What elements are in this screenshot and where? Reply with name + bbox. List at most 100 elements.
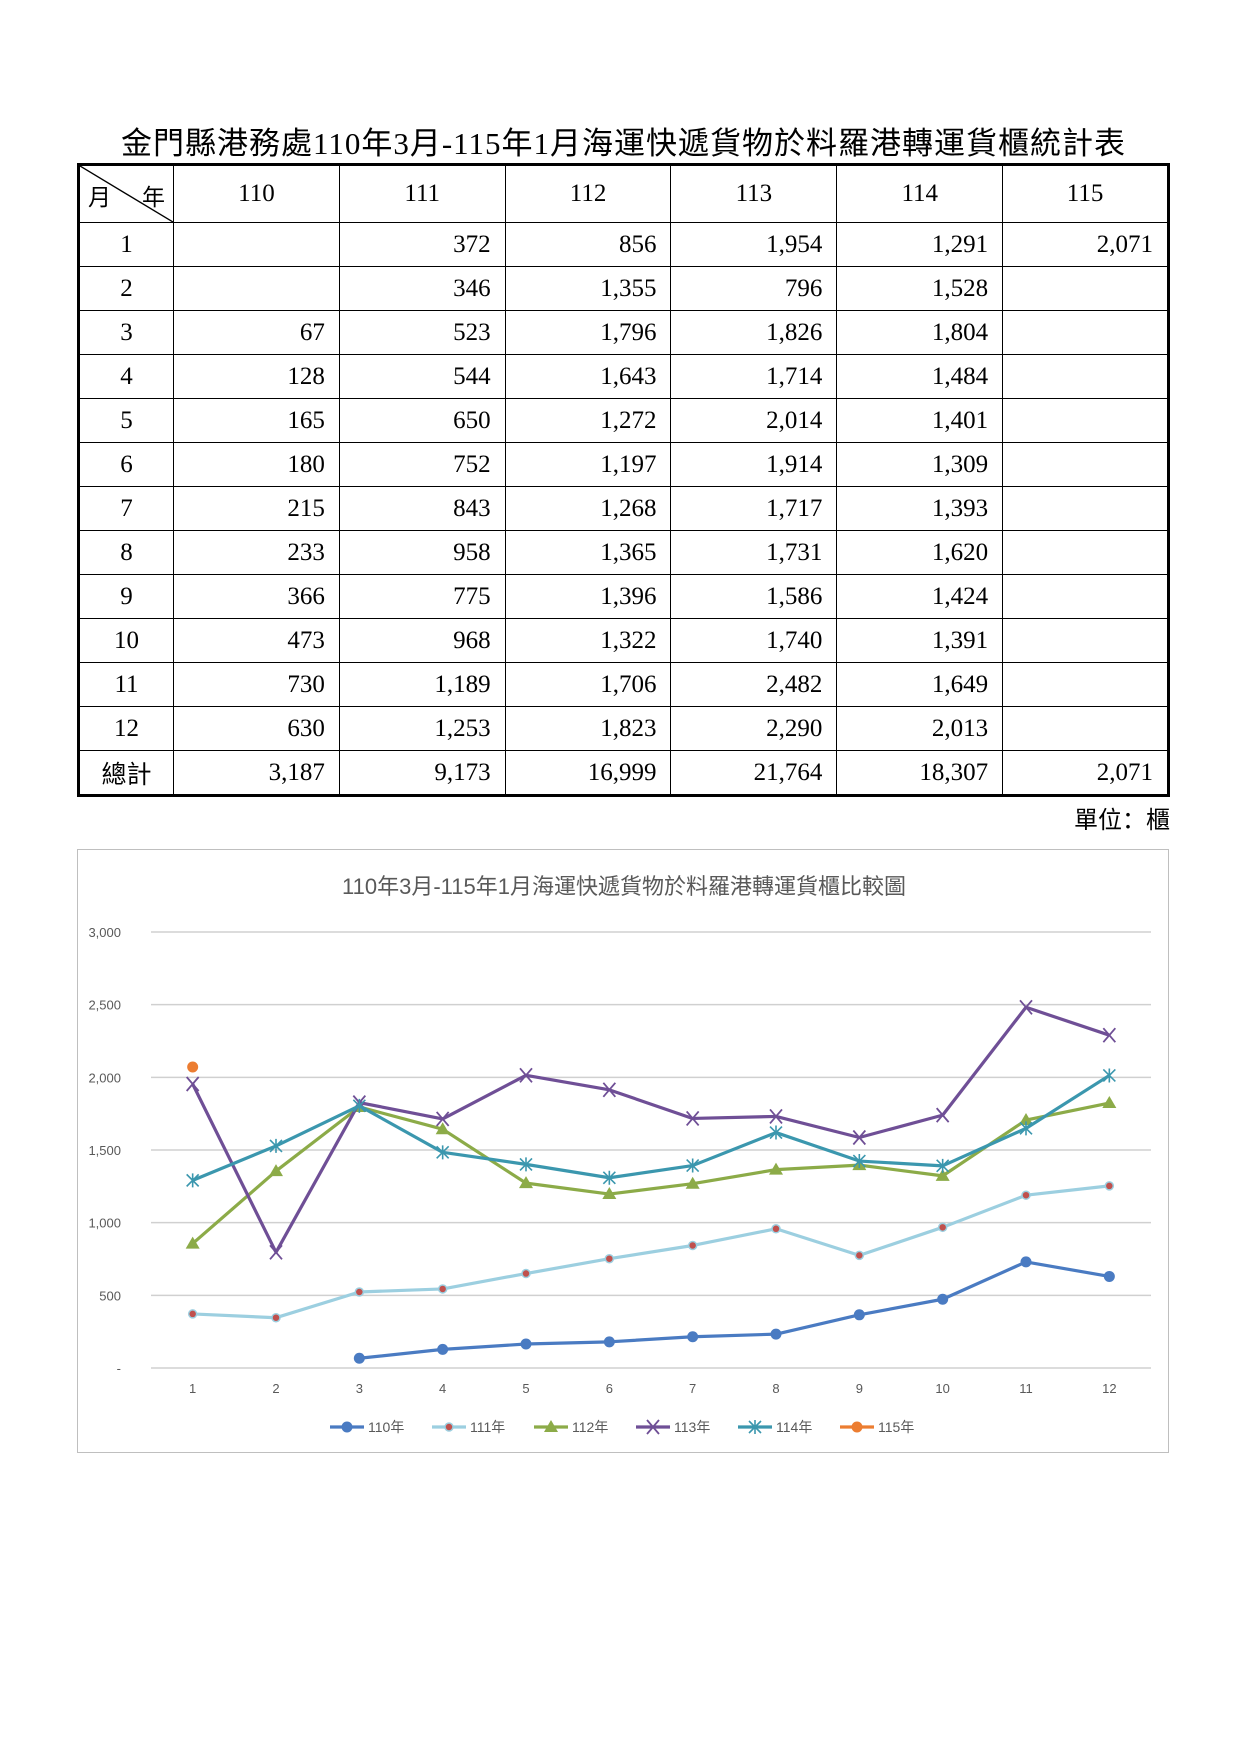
data-point [771,1224,781,1234]
value-cell: 2,013 [836,706,1004,751]
value-cell [1002,266,1169,311]
x-tick-label: 8 [772,1381,779,1396]
value-cell: 1,796 [504,310,672,355]
month-cell: 12 [78,706,174,751]
data-point [353,1352,365,1364]
value-cell [1002,442,1169,487]
document-title: 金門縣港務處110年3月-115年1月海運快遞貨物於料羅港轉運貨櫃統計表 [120,126,1127,161]
column-header: 115 [1002,164,1169,223]
data-point [603,1336,615,1348]
data-point [1021,1190,1031,1200]
month-cell: 5 [78,398,174,443]
data-point [602,1082,617,1098]
data-point [1019,1113,1033,1126]
data-point [602,1187,617,1200]
data-point [1019,1121,1033,1136]
month-cell: 11 [78,662,174,707]
value-cell [1002,574,1169,619]
data-point [1102,1096,1117,1109]
value-cell: 1,393 [836,486,1004,531]
data-point [852,1154,866,1169]
series-line [191,1101,1110,1245]
y-tick-label: 3,000 [88,925,121,940]
value-cell [1002,618,1169,663]
chart-svg: 110年3月-115年1月海運快遞貨物於料羅港轉運貨櫃比較圖 - 500 1,000 1… [88,874,1151,1435]
data-point [521,1268,531,1279]
x-tick-label: 9 [856,1381,863,1396]
table-row: 6 180 752 1,197 1,914 1,309 [78,442,1169,487]
value-cell [1002,530,1169,575]
diagonal-line [80,166,173,222]
value-cell: 1,291 [836,222,1004,267]
y-tick-label: 1,000 [88,1216,121,1231]
column-header: 112 [504,164,672,223]
data-point [435,1122,450,1135]
series-line [191,1005,1110,1254]
column-header: 114 [836,164,1004,223]
value-cell: 1,914 [670,442,838,487]
legend-item: 113年 [636,1419,710,1435]
data-point [437,1343,449,1355]
statistics-table: 月 年 110 111 112 113 114 115 1 372 856 1,954… [77,163,1170,797]
data-point [269,1164,283,1177]
legend-item: 112年 [534,1419,608,1435]
column-header: 111 [338,164,506,223]
data-point [769,1125,783,1140]
data-point [436,1145,450,1160]
y-tick-label: 2,000 [88,1070,121,1085]
data-point [185,1076,200,1092]
data-point [936,1158,950,1173]
value-cell: 1,740 [670,618,838,663]
value-cell: 473 [173,618,340,663]
table-row: 2 346 1,355 796 1,528 [78,266,1169,311]
value-cell: 1,620 [836,530,1004,575]
month-cell: 6 [78,442,174,487]
data-point [935,1168,950,1181]
value-cell: 2,014 [670,398,838,443]
value-cell: 9,173 [338,750,506,796]
data-point [1102,1027,1117,1043]
series-line [192,1074,1111,1182]
value-cell: 1,714 [670,354,838,399]
x-tick-label: 6 [606,1381,613,1396]
value-cell: 18,307 [836,750,1004,796]
column-header: 113 [670,164,838,223]
month-cell: 9 [78,574,174,619]
value-cell: 650 [338,398,506,443]
value-cell: 968 [338,618,506,663]
series-line [359,1260,1110,1360]
legend-label: 111年 [470,1419,505,1435]
value-cell: 1,586 [670,574,838,619]
value-cell: 1,355 [504,266,672,311]
data-point [854,1250,865,1261]
data-point [1019,999,1033,1015]
value-cell: 730 [173,662,340,707]
y-tick-label: 1,500 [88,1143,121,1158]
data-point [519,1067,533,1083]
value-cell: 3,187 [173,750,340,796]
value-cell: 1,717 [670,486,838,531]
month-cell: 4 [78,354,174,399]
table-row: 12 630 1,253 1,823 2,290 2,013 [78,706,1169,751]
line-chart: 110年3月-115年1月海運快遞貨物於料羅港轉運貨櫃比較圖 - 500 1,000 1… [77,849,1169,1453]
month-cell: 8 [78,530,174,575]
value-cell [1002,706,1169,751]
value-cell: 1,823 [504,706,672,751]
value-cell: 523 [338,310,506,355]
data-point [1102,1068,1116,1083]
value-cell: 630 [173,706,340,751]
value-cell: 21,764 [670,750,838,796]
value-cell: 180 [173,442,340,487]
table-row: 8 233 958 1,365 1,731 1,620 [78,530,1169,575]
value-cell [173,222,340,267]
legend-item: 115年 [840,1419,914,1435]
value-cell: 1,424 [836,574,1004,619]
value-cell: 1,365 [504,530,672,575]
value-cell: 1,528 [836,266,1004,311]
table-header-row: 月 年 110 111 112 113 114 115 [78,164,1169,223]
x-tick-label: 7 [689,1381,696,1396]
value-cell: 1,954 [670,222,838,267]
data-point [935,1107,950,1123]
data-point [354,1287,365,1297]
series-111年 [187,1181,1115,1323]
